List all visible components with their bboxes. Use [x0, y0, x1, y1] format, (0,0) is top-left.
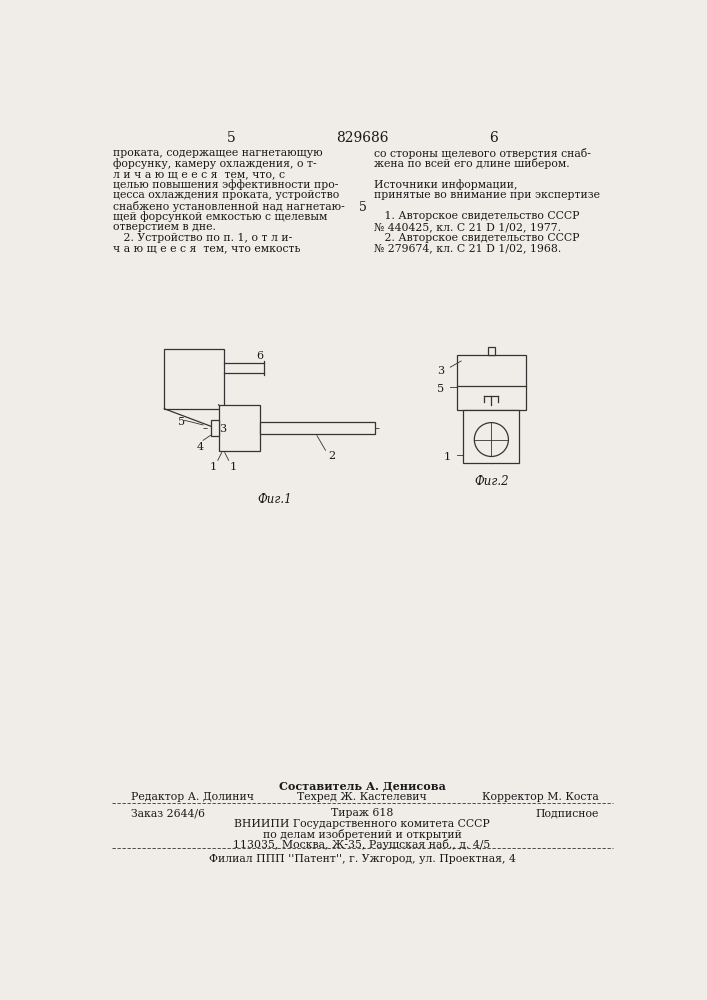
- Text: 113035, Москва, Ж-35, Раушская наб., д. 4/5: 113035, Москва, Ж-35, Раушская наб., д. …: [233, 839, 491, 850]
- Text: 3: 3: [437, 366, 444, 376]
- Text: 3: 3: [219, 424, 226, 434]
- Text: 4: 4: [197, 442, 204, 452]
- Text: щей форсункой емкостью с щелевым: щей форсункой емкостью с щелевым: [113, 211, 327, 222]
- Text: со стороны щелевого отверстия снаб-: со стороны щелевого отверстия снаб-: [373, 148, 590, 159]
- Text: Тираж 618: Тираж 618: [331, 808, 393, 818]
- Text: Редактор А. Долинич: Редактор А. Долинич: [131, 792, 254, 802]
- Bar: [464, 410, 519, 463]
- Text: Заказ 2644/6: Заказ 2644/6: [131, 808, 205, 818]
- Text: 5: 5: [226, 131, 235, 145]
- Text: проката, содержащее нагнетающую: проката, содержащее нагнетающую: [113, 148, 323, 158]
- Text: Корректор М. Коста: Корректор М. Коста: [481, 792, 598, 802]
- Text: 1: 1: [230, 462, 237, 472]
- Text: ВНИИПИ Государственного комитета СССР: ВНИИПИ Государственного комитета СССР: [234, 819, 490, 829]
- Text: 1. Авторское свидетельство СССР: 1. Авторское свидетельство СССР: [373, 211, 579, 221]
- Text: Филиал ППП ''Патент'', г. Ужгород, ул. Проектная, 4: Филиал ППП ''Патент'', г. Ужгород, ул. П…: [209, 854, 515, 864]
- Text: жена по всей его длине шибером.: жена по всей его длине шибером.: [373, 158, 569, 169]
- Text: 2. Авторское свидетельство СССР: 2. Авторское свидетельство СССР: [373, 233, 579, 243]
- Text: 5: 5: [358, 201, 367, 214]
- Text: Составитель А. Денисова: Составитель А. Денисова: [279, 781, 445, 792]
- Text: 1: 1: [210, 462, 217, 472]
- Text: 829686: 829686: [336, 131, 389, 145]
- Bar: [457, 355, 526, 410]
- Text: Фиг.2: Фиг.2: [474, 475, 509, 488]
- Text: Источники информации,: Источники информации,: [373, 180, 517, 190]
- Text: цесса охлаждения проката, устройство: цесса охлаждения проката, устройство: [113, 190, 339, 200]
- Bar: [211, 420, 218, 436]
- Text: ч а ю щ е е с я  тем, что емкость: ч а ю щ е е с я тем, что емкость: [113, 243, 300, 253]
- Bar: [488, 347, 495, 355]
- Text: Техред Ж. Кастелевич: Техред Ж. Кастелевич: [297, 792, 427, 802]
- Text: по делам изобретений и открытий: по делам изобретений и открытий: [262, 829, 462, 840]
- Text: Фиг.1: Фиг.1: [257, 493, 292, 506]
- Circle shape: [474, 423, 508, 456]
- Text: 2. Устройство по п. 1, о т л и-: 2. Устройство по п. 1, о т л и-: [113, 233, 293, 243]
- Text: 5: 5: [178, 417, 185, 427]
- Bar: [260, 422, 375, 434]
- Text: отверстием в дне.: отверстием в дне.: [113, 222, 216, 232]
- Text: № 440425, кл. С 21 D 1/02, 1977.: № 440425, кл. С 21 D 1/02, 1977.: [373, 222, 561, 232]
- Text: форсунку, камеру охлаждения, о т-: форсунку, камеру охлаждения, о т-: [113, 158, 317, 169]
- Bar: [164, 349, 224, 409]
- Text: принятые во внимание при экспертизе: принятые во внимание при экспертизе: [373, 190, 600, 200]
- Text: 2: 2: [329, 451, 336, 461]
- Text: 6: 6: [257, 351, 264, 361]
- Text: целью повышения эффективности про-: целью повышения эффективности про-: [113, 180, 339, 190]
- Text: № 279674, кл. С 21 D 1/02, 1968.: № 279674, кл. С 21 D 1/02, 1968.: [373, 243, 561, 253]
- Text: снабжено установленной над нагнетаю-: снабжено установленной над нагнетаю-: [113, 201, 345, 212]
- Bar: [218, 405, 260, 451]
- Text: 1: 1: [444, 452, 451, 462]
- Text: 5: 5: [437, 384, 444, 394]
- Text: 6: 6: [489, 131, 498, 145]
- Text: Подписное: Подписное: [535, 808, 598, 818]
- Text: л и ч а ю щ е е с я  тем, что, с: л и ч а ю щ е е с я тем, что, с: [113, 169, 285, 179]
